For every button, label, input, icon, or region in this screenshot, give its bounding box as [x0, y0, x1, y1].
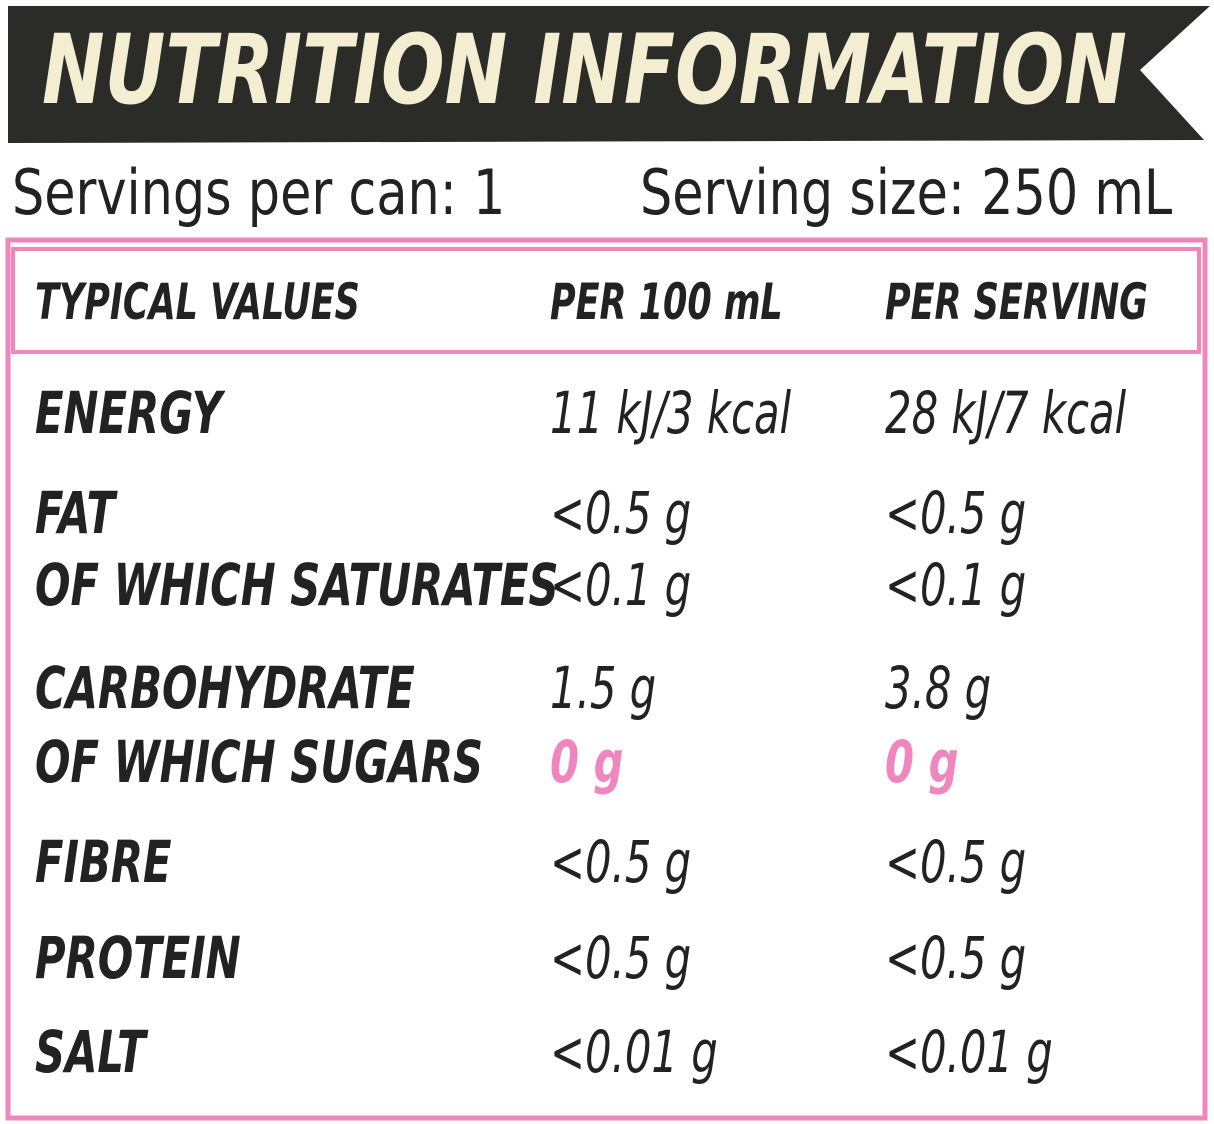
nutrient-value: 11 kJ/3 kcal — [550, 379, 792, 447]
nutrient-label: FAT — [35, 479, 115, 547]
title: NUTRITION INFORMATION — [42, 14, 1127, 126]
table-border — [5, 237, 1208, 1121]
nutrient-value: 0 g — [885, 728, 959, 796]
nutrient-label: PROTEIN — [35, 924, 241, 992]
nutrient-value: <0.01 g — [885, 1018, 1053, 1086]
column-header: PER 100 mL — [550, 273, 783, 331]
nutrient-label: ENERGY — [35, 379, 222, 447]
nutrient-value: 3.8 g — [885, 654, 992, 722]
nutrient-value: <0.5 g — [885, 924, 1027, 992]
nutrient-value: 1.5 g — [550, 654, 657, 722]
nutrient-label: OF WHICH SATURATES — [35, 551, 559, 619]
servings: Servings per can: 1 — [12, 156, 506, 229]
nutrient-value: <0.5 g — [885, 828, 1027, 896]
nutrient-label: SALT — [35, 1018, 146, 1086]
header-border — [11, 247, 1201, 354]
nutrient-value: <0.5 g — [885, 479, 1027, 547]
nutrient-value: <0.5 g — [550, 828, 692, 896]
serving-size: Serving size: 250 mL — [640, 156, 1173, 229]
nutrient-value: 0 g — [550, 728, 624, 796]
nutrient-label: FIBRE — [35, 828, 172, 896]
column-header: PER SERVING — [885, 273, 1148, 331]
column-header: TYPICAL VALUES — [35, 273, 360, 331]
nutrient-value: <0.5 g — [550, 479, 692, 547]
nutrient-label: CARBOHYDRATE — [35, 654, 415, 722]
nutrient-value: 28 kJ/7 kcal — [885, 379, 1127, 447]
nutrient-value: <0.01 g — [550, 1018, 718, 1086]
banner — [8, 6, 1210, 143]
nutrient-value: <0.5 g — [550, 924, 692, 992]
nutrient-label: OF WHICH SUGARS — [35, 728, 484, 796]
nutrient-value: <0.1 g — [550, 551, 692, 619]
nutrient-value: <0.1 g — [885, 551, 1027, 619]
